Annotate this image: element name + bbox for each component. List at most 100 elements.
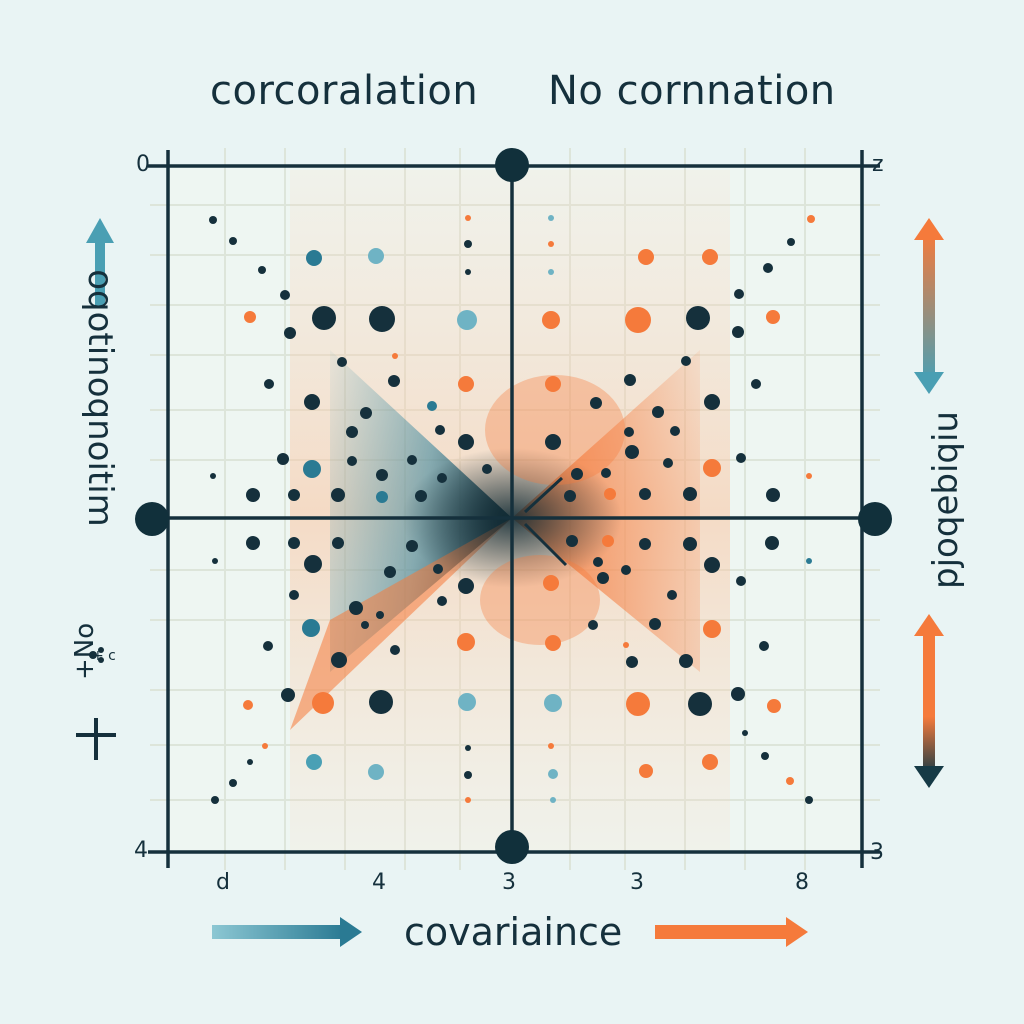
- dot: [407, 455, 417, 465]
- dot: [787, 238, 795, 246]
- dot: [458, 434, 474, 450]
- dot: [593, 557, 603, 567]
- dot: [243, 700, 253, 710]
- dot: [388, 375, 400, 387]
- y-axis-label-right: pjoqebiqiu: [926, 411, 966, 589]
- dot: [639, 764, 653, 778]
- dot: [621, 565, 631, 575]
- x-tick-label: d: [216, 870, 230, 895]
- dot: [406, 540, 418, 552]
- dot: [623, 642, 629, 648]
- dot: [602, 535, 614, 547]
- dot: [590, 397, 602, 409]
- node-left: [135, 502, 169, 536]
- dot: [331, 652, 347, 668]
- dot: [369, 690, 393, 714]
- dot: [288, 489, 300, 501]
- dot: [376, 469, 388, 481]
- arrow-right-icon: [655, 917, 808, 947]
- dot: [667, 590, 677, 600]
- dot: [571, 468, 583, 480]
- dot: [210, 473, 216, 479]
- corner-label-top-left: 0: [136, 152, 150, 177]
- dot: [247, 759, 253, 765]
- dot: [670, 426, 680, 436]
- dot: [544, 694, 562, 712]
- dot: [625, 307, 651, 333]
- dot: [332, 537, 344, 549]
- dot: [734, 289, 744, 299]
- dot: [566, 535, 578, 547]
- dot: [663, 458, 673, 468]
- dot: [465, 745, 471, 751]
- corner-label-bottom-left: 4: [134, 838, 148, 863]
- dot: [604, 488, 616, 500]
- dot: [415, 490, 427, 502]
- dot: [703, 620, 721, 638]
- dot: [702, 754, 718, 770]
- dot: [212, 558, 218, 564]
- dot: [464, 771, 472, 779]
- dot: [704, 394, 720, 410]
- dot: [303, 460, 321, 478]
- dot: [229, 779, 237, 787]
- dot: [289, 590, 299, 600]
- dot: [624, 374, 636, 386]
- shaded-regions: [290, 170, 730, 850]
- dot: [331, 488, 345, 502]
- dot: [548, 241, 554, 247]
- dot: [742, 730, 748, 736]
- dot: [732, 326, 744, 338]
- dot: [458, 693, 476, 711]
- dot: [288, 537, 300, 549]
- dot: [766, 488, 780, 502]
- dot: [457, 310, 477, 330]
- axis-nodes: [135, 148, 892, 864]
- dot: [435, 425, 445, 435]
- small-dots-cluster: [89, 647, 104, 663]
- double-arrow-icon: [914, 614, 944, 788]
- dot: [437, 596, 447, 606]
- dot: [548, 269, 554, 275]
- dot: [639, 488, 651, 500]
- dot: [588, 620, 598, 630]
- dot: [211, 796, 219, 804]
- dot: [281, 688, 295, 702]
- dot: [624, 427, 634, 437]
- dot: [545, 376, 561, 392]
- side-note-small: + c: [92, 648, 116, 664]
- heading-right: No cornnation: [548, 68, 836, 114]
- dot: [229, 237, 237, 245]
- dot: [702, 249, 718, 265]
- corner-label-bottom-right: 3: [870, 840, 884, 865]
- dot: [306, 250, 322, 266]
- dot: [703, 459, 721, 477]
- dot: [686, 306, 710, 330]
- dot: [437, 473, 447, 483]
- dot: [376, 611, 384, 619]
- dot: [625, 445, 639, 459]
- dot: [626, 692, 650, 716]
- dot: [548, 743, 554, 749]
- dot: [545, 635, 561, 651]
- x-tick-label: 8: [795, 870, 809, 895]
- dot: [542, 311, 560, 329]
- dot: [258, 266, 266, 274]
- dot: [464, 240, 472, 248]
- x-axis-label: covariaince: [404, 910, 623, 954]
- dot: [683, 487, 697, 501]
- dot: [786, 777, 794, 785]
- dot: [304, 555, 322, 573]
- dot: [626, 656, 638, 668]
- dot: [284, 327, 296, 339]
- corner-label-top-right: z: [872, 152, 884, 177]
- dot: [306, 754, 322, 770]
- plus-mark: [76, 718, 116, 760]
- dot: [548, 769, 558, 779]
- dot: [688, 692, 712, 716]
- dot: [704, 557, 720, 573]
- dot: [649, 618, 661, 630]
- dot: [384, 566, 396, 578]
- dot: [736, 576, 746, 586]
